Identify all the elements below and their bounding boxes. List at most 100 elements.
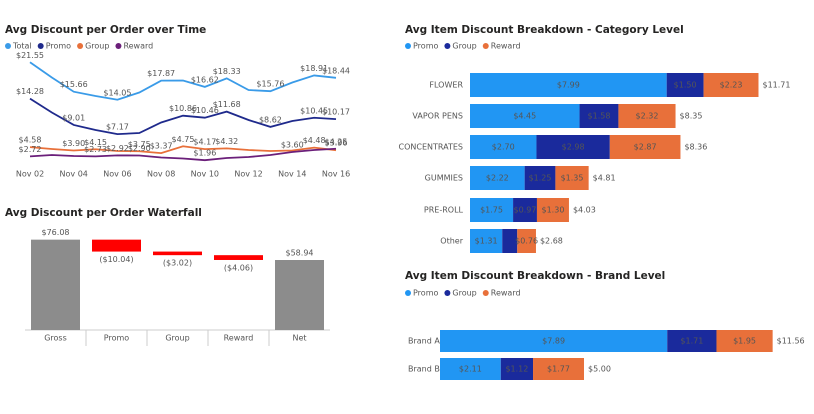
data-label: $0.97 [514,206,537,215]
data-label: $4.25 [325,137,348,146]
legend-marker [77,43,84,49]
total-label: $4.81 [593,174,616,183]
data-label: $3.96 [325,139,348,148]
data-label: $2.22 [486,174,509,183]
category-label: Other [440,237,463,246]
bar-segment [579,104,619,128]
legend-marker [115,43,122,49]
data-label: $11.68 [213,100,241,109]
series-line [29,97,337,136]
data-label: $2.23 [720,81,743,90]
bar-segment [470,229,503,253]
bar-segment [500,358,534,380]
legend-marker [405,43,411,49]
data-label: $2.11 [459,365,482,374]
data-label: $1.25 [529,174,552,183]
data-label: $2.70 [492,143,515,152]
series-line [29,147,337,162]
data-label: $1.35 [561,174,584,183]
chart-title: Avg Discount per Order Waterfall [5,207,202,219]
bar-segment [533,358,584,380]
data-label: $4.15 [84,138,107,147]
data-label: $8.62 [259,115,282,124]
x-tick-label: Nov 16 [322,170,350,179]
bar-segment [470,104,580,128]
legend-marker [482,290,489,296]
legend-marker [482,43,489,49]
data-label: $18.33 [213,67,241,76]
legend-label: Group [452,289,476,298]
legend-label: Total [12,42,32,51]
data-label: $7.99 [557,81,580,90]
legend-marker [444,290,451,296]
data-label: $7.17 [106,123,129,132]
total-label: $8.36 [684,143,707,152]
bar-segment [555,166,589,190]
data-label: $58.94 [286,249,314,258]
data-label: $21.55 [16,51,44,60]
data-label: $17.87 [147,69,175,78]
category-label: GUMMIES [425,174,463,183]
data-label: $4.17 [193,138,216,147]
x-tick-label: Nov 02 [16,170,44,179]
data-label: $1.30 [542,206,565,215]
x-tick-label: Group [165,334,189,343]
data-label: $1.77 [547,365,570,374]
data-label: $4.48 [303,136,326,145]
category-label: FLOWER [429,81,463,90]
total-label: $11.56 [777,337,805,346]
category-label: VAPOR PENS [412,112,463,121]
bar-segment [513,198,537,222]
data-label: $4.75 [172,135,195,144]
legend-marker [5,43,11,49]
data-label: $3.75 [128,140,151,149]
bar-segment [440,330,668,352]
legend-label: Group [452,42,476,51]
total-label: $2.68 [540,237,563,246]
x-tick-label: Nov 10 [191,170,219,179]
bar-segment [470,198,514,222]
data-label: $76.08 [42,228,70,237]
data-label: $3.37 [150,142,173,151]
chart-title: Avg Discount per Order over Time [5,24,206,36]
bar-segment [524,166,556,190]
bar-segment [470,135,537,159]
x-tick-label: Nov 12 [234,170,262,179]
data-label: $10.86 [169,104,197,113]
data-label: ($3.02) [163,259,192,268]
bar-segment [470,73,667,97]
bar-segment [536,198,569,222]
bar-segment [440,358,501,380]
legend-marker [405,290,411,296]
bar-segment [470,166,525,190]
bar [214,255,263,260]
chart-title: Avg Item Discount Breakdown - Brand Leve… [405,270,665,282]
data-label: $15.66 [60,80,88,89]
bar-segment [618,104,676,128]
legend-marker [444,43,451,49]
data-label: ($10.04) [99,255,133,264]
bar-segment [703,73,759,97]
bar [31,239,80,330]
category-label: Brand A [408,337,440,346]
data-label: $7.89 [542,337,565,346]
legend-label: Reward [491,42,521,51]
data-label: $4.58 [19,136,42,145]
data-label: $1.95 [733,337,756,346]
data-label: $1.58 [588,112,611,121]
data-label: $9.01 [62,113,85,122]
data-label: $3.60 [281,141,304,150]
data-label: $2.98 [562,143,585,152]
series-line [29,61,337,101]
legend-label: Group [85,42,109,51]
data-label: $2.72 [19,145,42,154]
category-label: CONCENTRATES [399,143,463,152]
data-label: $2.32 [636,112,659,121]
bar-segment [517,229,536,253]
bar [92,239,141,252]
data-label: $4.32 [215,137,238,146]
data-label: $10.45 [300,106,328,115]
data-label: $1.75 [480,206,503,215]
data-label: $10.46 [191,106,219,115]
legend-label: Reward [491,289,521,298]
